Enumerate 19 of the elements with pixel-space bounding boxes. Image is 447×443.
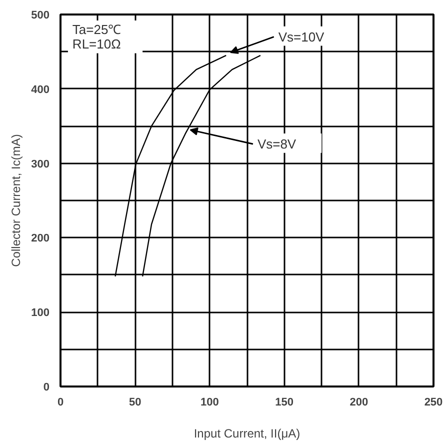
x-tick-label: 50 [128,396,142,408]
x-tick-label: 100 [200,396,219,408]
annotation: RL=10Ω [72,36,122,52]
y-tick-label: 500 [31,10,50,22]
x-axis-title: Input Current, II(μA) [194,426,300,440]
y-tick-label: 100 [31,307,50,320]
x-tick-label: 150 [275,396,294,408]
x-tick-label: 250 [424,396,443,408]
annotation: Ta=25℃ [72,22,122,37]
y-axis-title: Collector Current, Ic(mA) [9,134,24,267]
y-tick-label: 400 [31,84,50,96]
y-tick-label: 200 [31,232,50,245]
y-tick-label: 300 [31,158,50,170]
y-tick-label: 0 [43,382,50,394]
annotation: Vs=8V [257,136,296,152]
x-tick-label: 0 [57,396,64,408]
line-series [114,54,227,277]
x-tick-label: 200 [350,396,368,408]
annotation: Vs=10V [278,29,325,44]
